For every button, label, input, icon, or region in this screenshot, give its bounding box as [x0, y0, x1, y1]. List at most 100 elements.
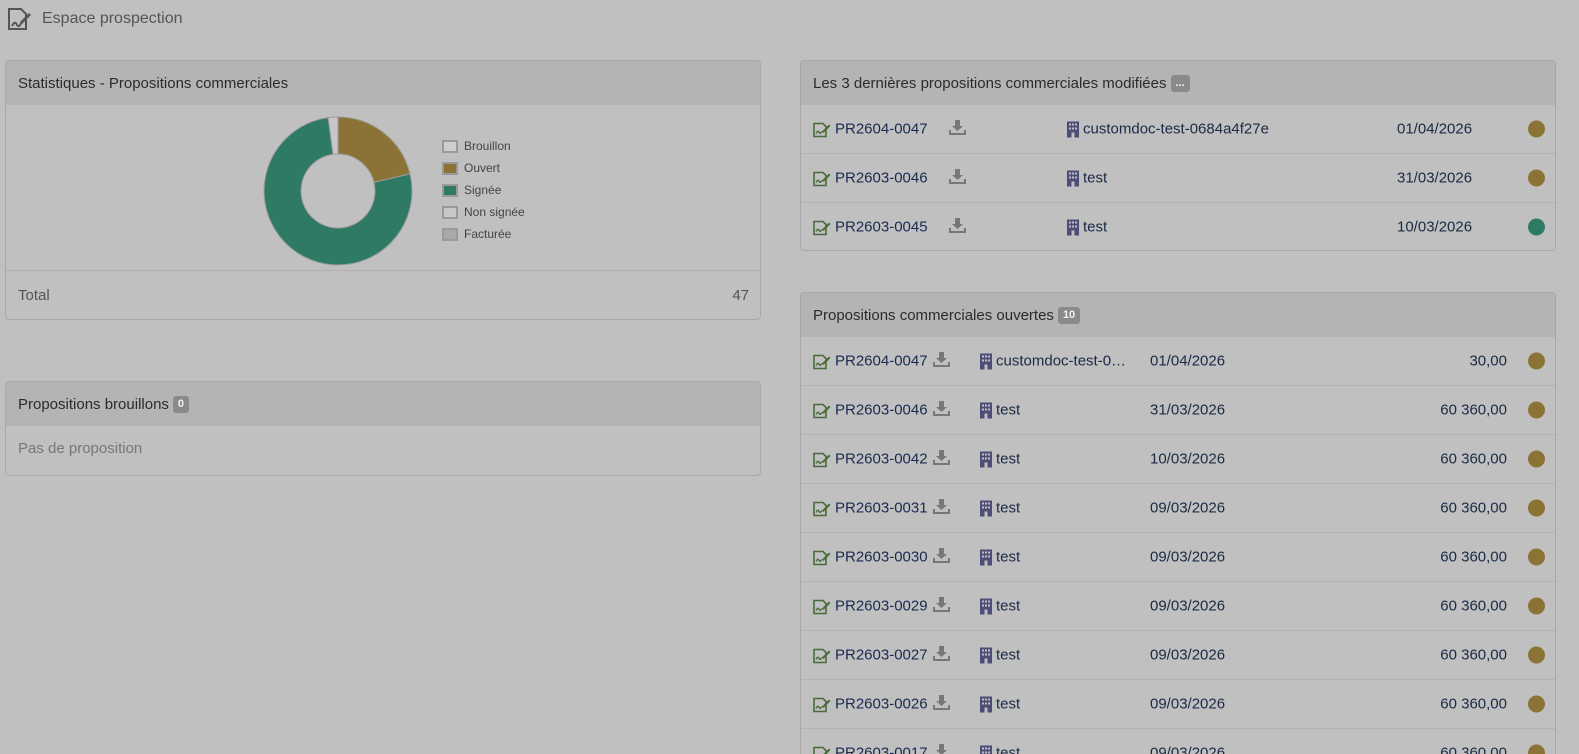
customer-name[interactable]: test [996, 646, 1021, 664]
customer-name[interactable]: test [996, 744, 1021, 754]
company-icon [980, 402, 992, 418]
download-icon[interactable] [949, 168, 966, 184]
customer-name[interactable]: test [1083, 169, 1108, 187]
customer-link[interactable]: test [980, 549, 1020, 566]
download-button[interactable] [933, 645, 950, 665]
proposal-icon [813, 220, 831, 235]
legend-item[interactable]: Non signée [442, 201, 525, 223]
download-icon[interactable] [933, 694, 950, 710]
proposal-ref-link[interactable]: PR2603-0046 [813, 402, 928, 419]
customer-link[interactable]: test [980, 451, 1020, 468]
download-icon[interactable] [933, 596, 950, 612]
customer-name[interactable]: test [996, 548, 1021, 566]
proposal-ref-link[interactable]: PR2603-0042 [813, 451, 928, 468]
customer-link[interactable]: test [980, 696, 1020, 713]
stats-title: Statistiques - Propositions commerciales [18, 74, 289, 92]
proposal-ref[interactable]: PR2603-0030 [835, 548, 928, 566]
proposal-amount: 60 360,00 [1440, 450, 1507, 468]
download-button[interactable] [933, 743, 950, 754]
donut-chart[interactable] [258, 111, 418, 271]
download-icon[interactable] [933, 645, 950, 661]
proposal-ref[interactable]: PR2603-0031 [835, 499, 928, 517]
open-title[interactable]: Propositions commerciales ouvertes [813, 306, 1054, 324]
proposal-ref-link[interactable]: PR2603-0027 [813, 647, 928, 664]
customer-link[interactable]: test [980, 647, 1020, 664]
proposal-ref[interactable]: PR2603-0046 [835, 401, 928, 419]
customer-name[interactable]: test [996, 450, 1021, 468]
pie-slice-signee[interactable] [263, 117, 413, 266]
download-icon[interactable] [933, 449, 950, 465]
download-button[interactable] [949, 217, 966, 237]
download-icon[interactable] [933, 547, 950, 563]
download-icon[interactable] [933, 400, 950, 416]
customer-link[interactable]: test [980, 745, 1020, 754]
download-button[interactable] [933, 694, 950, 714]
page-header: Espace prospection [6, 6, 183, 32]
download-icon[interactable] [933, 351, 950, 367]
download-icon[interactable] [949, 119, 966, 135]
proposal-ref-link[interactable]: PR2603-0046 [813, 170, 928, 187]
customer-link[interactable]: test [1067, 219, 1107, 236]
download-button[interactable] [949, 119, 966, 139]
customer-link[interactable]: test [980, 500, 1020, 517]
customer-name[interactable]: customdoc-test-0… [996, 352, 1127, 370]
customer-link[interactable]: test [1067, 170, 1107, 187]
legend-item[interactable]: Signée [442, 179, 525, 201]
customer-link[interactable]: test [980, 402, 1020, 419]
proposal-date: 01/04/2026 [1150, 352, 1226, 370]
proposal-amount: 60 360,00 [1440, 646, 1507, 664]
table-row: PR2603-0046 test 31/03/2026 60 360,00 [801, 386, 1555, 435]
download-button[interactable] [933, 351, 950, 371]
download-button[interactable] [933, 547, 950, 567]
download-icon[interactable] [933, 498, 950, 514]
company-icon [980, 500, 992, 516]
customer-name[interactable]: test [996, 597, 1021, 615]
download-icon[interactable] [949, 217, 966, 233]
proposal-ref[interactable]: PR2604-0047 [835, 352, 928, 370]
proposal-ref[interactable]: PR2603-0029 [835, 597, 928, 615]
customer-link[interactable]: test [980, 598, 1020, 615]
proposal-icon [813, 648, 831, 663]
status-dot [1528, 352, 1545, 370]
pie-slice-ouvert[interactable] [337, 116, 411, 184]
customer-link[interactable]: customdoc-test-0684a4f27e [1067, 121, 1269, 138]
legend-item[interactable]: Ouvert [442, 157, 525, 179]
proposal-ref-link[interactable]: PR2603-0029 [813, 598, 928, 615]
legend-label: Signée [464, 183, 502, 197]
legend-item[interactable]: Facturée [442, 223, 525, 245]
download-button[interactable] [949, 168, 966, 188]
customer-name[interactable]: test [1083, 218, 1108, 236]
proposal-ref[interactable]: PR2603-0027 [835, 646, 928, 664]
proposal-ref[interactable]: PR2603-0045 [835, 218, 928, 236]
customer-name[interactable]: customdoc-test-0684a4f27e [1083, 120, 1269, 138]
proposal-ref-link[interactable]: PR2603-0031 [813, 500, 928, 517]
download-button[interactable] [933, 400, 950, 420]
customer-link[interactable]: customdoc-test-0… [980, 353, 1126, 370]
proposal-ref-link[interactable]: PR2603-0017 [813, 745, 928, 754]
proposal-ref-link[interactable]: PR2603-0030 [813, 549, 928, 566]
proposal-ref[interactable]: PR2603-0042 [835, 450, 928, 468]
proposal-date: 10/03/2026 [1150, 450, 1226, 468]
status-dot [1528, 548, 1545, 566]
drafts-title[interactable]: Propositions brouillons [18, 395, 169, 413]
pie-slice-non-signee[interactable] [327, 116, 339, 155]
recent-more-badge[interactable]: ... [1170, 74, 1190, 92]
customer-name[interactable]: test [996, 695, 1021, 713]
proposal-ref-link[interactable]: PR2604-0047 [813, 121, 928, 138]
legend-item[interactable]: Brouillon [442, 135, 525, 157]
proposal-ref-link[interactable]: PR2603-0045 [813, 219, 928, 236]
proposal-ref[interactable]: PR2604-0047 [835, 120, 928, 138]
table-row: PR2603-0045 test 10/03/2026 [801, 203, 1555, 250]
proposal-ref-link[interactable]: PR2604-0047 [813, 353, 928, 370]
proposal-ref[interactable]: PR2603-0046 [835, 169, 928, 187]
proposal-ref-link[interactable]: PR2603-0026 [813, 696, 928, 713]
customer-name[interactable]: test [996, 401, 1021, 419]
download-icon[interactable] [933, 743, 950, 754]
download-button[interactable] [933, 596, 950, 616]
proposal-icon [813, 452, 831, 467]
proposal-ref[interactable]: PR2603-0017 [835, 744, 928, 754]
download-button[interactable] [933, 498, 950, 518]
proposal-ref[interactable]: PR2603-0026 [835, 695, 928, 713]
customer-name[interactable]: test [996, 499, 1021, 517]
download-button[interactable] [933, 449, 950, 469]
